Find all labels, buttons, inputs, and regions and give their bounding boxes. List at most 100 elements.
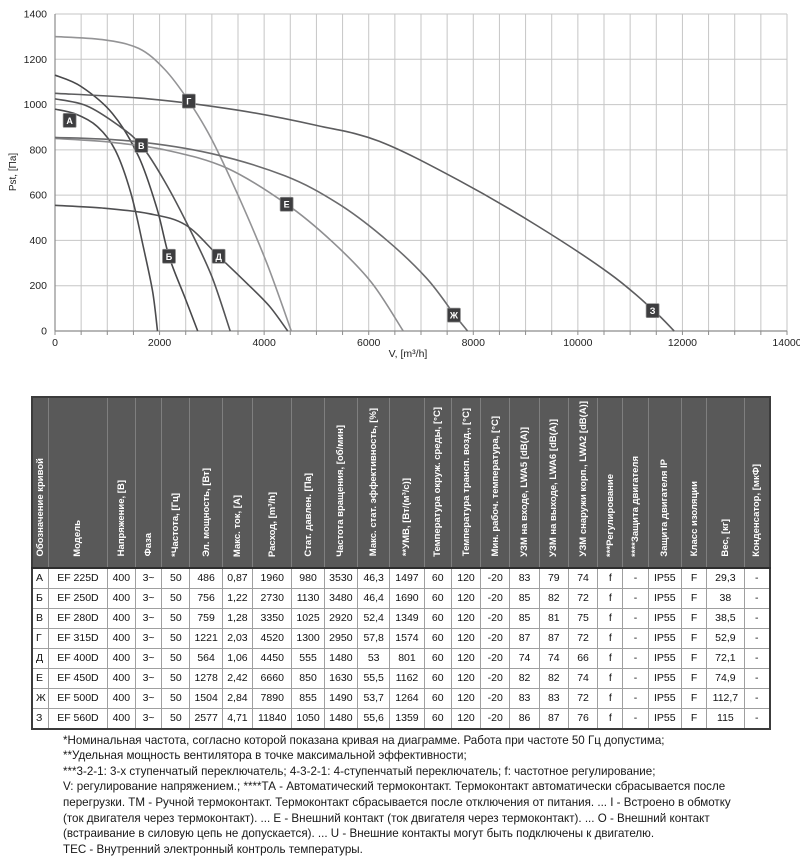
column-header-20: Защита двигателя IP <box>647 397 682 568</box>
spec-value-cell: 1264 <box>389 687 425 709</box>
spec-value-cell: f <box>597 687 624 709</box>
x-tick-label: 0 <box>52 337 58 349</box>
spec-value-cell: - <box>743 687 771 709</box>
spec-value-cell: 60 <box>423 567 452 589</box>
spec-value-cell: 112,7 <box>706 687 745 709</box>
column-header-label: ***Регулирование <box>604 473 616 557</box>
column-header-label: Мин. рабоч. температура, [°C] <box>489 416 501 557</box>
spec-value-cell: 1480 <box>323 647 359 669</box>
spec-value-cell: 87 <box>509 627 540 649</box>
spec-value-cell: - <box>743 667 771 689</box>
spec-value-cell: EF 250D <box>48 587 108 609</box>
table-row: Д EF 400D 400 3~ 50 564 1,06 4450 555 1480 53 801 60… <box>31 647 771 669</box>
curve-label-text-В: В <box>138 141 145 151</box>
fan-curve-Б <box>54 74 199 332</box>
spec-value-cell: 1162 <box>389 667 425 689</box>
spec-value-cell: 3~ <box>134 667 163 689</box>
spec-value-cell: 400 <box>106 567 136 589</box>
spec-value-cell: 83 <box>509 567 540 589</box>
spec-value-cell: IP55 <box>647 607 682 629</box>
spec-value-cell: 50 <box>161 627 191 649</box>
column-header-0: Обозначение кривой <box>32 397 49 568</box>
spec-value-cell: 50 <box>161 687 191 709</box>
spec-value-cell: IP55 <box>647 627 682 649</box>
spec-value-cell: 400 <box>106 607 136 629</box>
spec-value-cell: EF 450D <box>48 667 108 689</box>
spec-value-cell: 46,4 <box>357 587 391 609</box>
spec-value-cell: 55,6 <box>357 707 391 730</box>
spec-value-cell: 74 <box>509 647 540 669</box>
curve-designation-cell: А <box>31 567 50 589</box>
column-header-label: Напряжение, [В] <box>115 480 127 557</box>
spec-value-cell: 1221 <box>189 627 223 649</box>
spec-value-cell: 1,28 <box>221 607 254 629</box>
spec-value-cell: - <box>622 627 649 649</box>
spec-value-cell: 50 <box>161 707 191 730</box>
spec-value-cell: 82 <box>509 667 540 689</box>
spec-value-cell: - <box>622 667 649 689</box>
footnote-line: перегрузки. ТМ - Ручной термоконтакт. Те… <box>63 795 731 809</box>
y-tick-label: 200 <box>29 280 47 292</box>
column-header-11: **УМВ, [Вт/(м³/с)] <box>389 397 425 568</box>
spec-value-cell: 850 <box>291 667 325 689</box>
column-header-label: Расход, [m³/h] <box>266 491 278 557</box>
spec-value-cell: 2577 <box>189 707 223 730</box>
spec-value-cell: 87 <box>538 627 569 649</box>
spec-value-cell: 1,22 <box>221 587 254 609</box>
fan-curves-plot: 0 2000 4000 6000 8000 10000 12000 14000 0 200 400 6… <box>8 9 800 361</box>
spec-value-cell: 486 <box>189 567 223 589</box>
spec-value-cell: 400 <box>106 707 136 730</box>
spec-value-cell: f <box>597 607 624 629</box>
curve-label-chip-А <box>62 113 77 128</box>
spec-value-cell: -20 <box>480 567 511 589</box>
footnote-line: ***3-2-1: 3-х ступенчатый переключатель;… <box>63 764 656 778</box>
spec-value-cell: 85 <box>509 607 540 629</box>
spec-value-cell: f <box>597 667 624 689</box>
curve-designation-cell: Г <box>31 627 50 649</box>
spec-value-cell: 50 <box>161 607 191 629</box>
curve-designation-cell: Б <box>31 587 50 609</box>
spec-value-cell: 72 <box>567 627 599 649</box>
column-header-3: Фаза <box>134 397 162 568</box>
spec-value-cell: 60 <box>423 667 452 689</box>
spec-value-cell: IP55 <box>647 567 682 589</box>
spec-value-cell: F <box>680 607 708 629</box>
spec-value-cell: 55,5 <box>357 667 391 689</box>
spec-value-cell: 60 <box>423 607 452 629</box>
column-header-label: Эл. мощность, [Вт] <box>200 467 212 557</box>
column-header-label: Обозначение кривой <box>35 458 47 557</box>
spec-value-cell: 1690 <box>389 587 425 609</box>
spec-value-cell: 87 <box>538 707 569 730</box>
spec-value-cell: - <box>622 607 649 629</box>
spec-value-cell: F <box>680 707 708 730</box>
spec-value-cell: IP55 <box>647 587 682 609</box>
spec-value-cell: 1960 <box>252 567 293 589</box>
x-tick-label: 12000 <box>668 337 697 349</box>
spec-value-cell: 3530 <box>323 567 359 589</box>
spec-value-cell: 400 <box>106 647 136 669</box>
spec-value-cell: 50 <box>161 667 191 689</box>
column-header-2: Напряжение, [В] <box>106 397 136 568</box>
footnote-line: **Удельная мощность вентилятора в точке … <box>63 749 467 763</box>
spec-value-cell: 60 <box>423 707 452 730</box>
spec-value-cell: 2,03 <box>221 627 254 649</box>
spec-value-cell: 1504 <box>189 687 223 709</box>
spec-value-cell: -20 <box>480 647 511 669</box>
column-header-19: ****Защита двигателя <box>622 397 649 568</box>
fan-curve-Д <box>54 204 289 332</box>
spec-value-cell: 2,84 <box>221 687 254 709</box>
spec-value-cell: - <box>622 647 649 669</box>
spec-value-cell: IP55 <box>647 687 682 709</box>
column-header-12: Температура окруж. среды, [°C] <box>423 397 452 568</box>
spec-value-cell: EF 500D <box>48 687 108 709</box>
spec-value-cell: 0,87 <box>221 567 254 589</box>
y-tick-label: 1000 <box>24 99 48 111</box>
spec-value-cell: - <box>743 587 771 609</box>
spec-value-cell: EF 280D <box>48 607 108 629</box>
spec-value-cell: 564 <box>189 647 223 669</box>
column-header-22: Вес, [кг] <box>706 397 745 568</box>
column-header-1: Модель <box>48 397 108 568</box>
spec-value-cell: 120 <box>450 627 482 649</box>
column-header-14: Мин. рабоч. температура, [°C] <box>480 397 510 568</box>
column-header-label: Частота вращения, [об/мин] <box>335 424 347 557</box>
